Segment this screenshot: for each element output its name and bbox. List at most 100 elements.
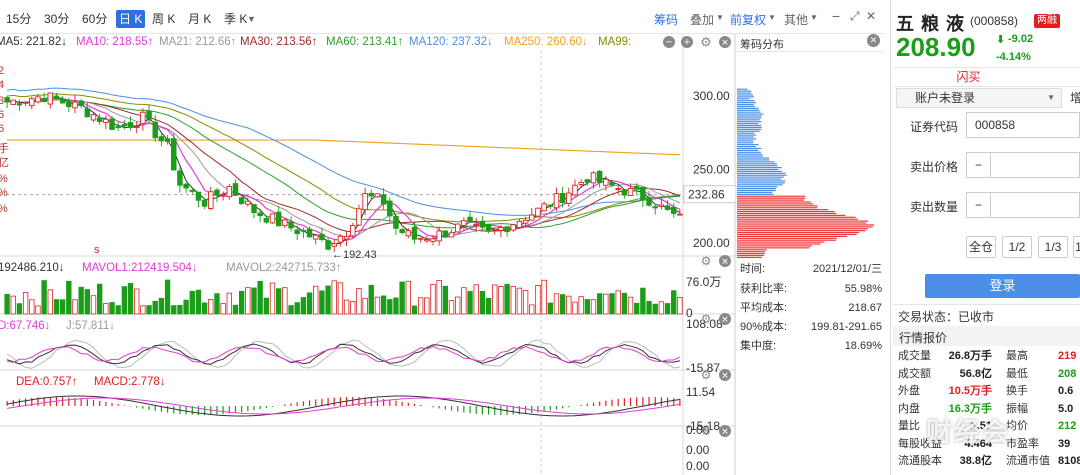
volume-bar	[374, 296, 381, 315]
volume-bar	[183, 299, 189, 315]
candle-body	[664, 205, 671, 210]
volume-bar	[214, 293, 220, 315]
volume-bar	[294, 302, 300, 315]
chip-bar	[737, 128, 762, 130]
qty-half-button[interactable]: 1/2	[1002, 236, 1032, 258]
candle-body	[208, 191, 214, 209]
kline-chart[interactable]: MA5: 221.82↓ MA10: 218.55↑ MA21: 212.66↑ MA…	[0, 34, 736, 475]
volume-bar	[275, 288, 282, 315]
close-icon: ✕	[721, 38, 729, 48]
volume-bar	[263, 297, 270, 315]
qty-all-button[interactable]: 全仓	[966, 236, 996, 258]
candle-body	[214, 189, 220, 196]
chip-bar	[737, 98, 750, 100]
candle-body	[127, 122, 134, 128]
chevron-down-icon[interactable]: ▼	[247, 14, 256, 24]
chip-panel-title: 筹码分布	[740, 39, 784, 51]
chip-info-row: 时间: 2021/12/01/三	[740, 263, 882, 275]
flash-buy-label: 闪买	[956, 70, 981, 84]
close-icon[interactable]: ✕	[866, 9, 877, 23]
chip-info-row: 集中度: 18.69%	[740, 340, 882, 352]
candle-body	[300, 229, 307, 232]
volume-bar	[658, 301, 665, 315]
close-icon[interactable]: ✕	[867, 34, 880, 47]
volume-bar	[257, 280, 263, 315]
candle-body	[245, 200, 251, 205]
candle-body	[41, 97, 47, 103]
volume-bar	[380, 295, 387, 315]
sell-qty-input[interactable]: −	[966, 192, 1080, 218]
truncated-label: 4	[0, 79, 4, 91]
chip-info-row: 90%成本: 199.81-291.65	[740, 321, 882, 333]
candle-body	[257, 212, 263, 217]
qty-third-button[interactable]: 1/3	[1038, 236, 1068, 258]
account-select[interactable]: 账户未登录 ▼	[896, 88, 1062, 108]
truncated-label: %	[0, 173, 8, 185]
volume-bar	[553, 293, 560, 315]
qty-quarter-button[interactable]: 1	[1073, 236, 1080, 258]
chip-bar	[737, 182, 785, 184]
volume-bar	[47, 289, 53, 315]
chip-bar	[737, 176, 784, 178]
candle-body	[578, 181, 584, 185]
flash-buy-tab[interactable]: 闪买	[893, 67, 1080, 87]
chip-info-row: 平均成本: 218.67	[740, 302, 882, 314]
volume-bar	[189, 290, 195, 315]
gear-icon: ⚙	[701, 254, 712, 268]
volume-bar	[127, 283, 134, 315]
candle-body	[640, 186, 646, 201]
overlay-dropdown[interactable]: 叠加	[690, 13, 715, 27]
period-quarterly[interactable]: 季 K	[224, 12, 248, 26]
candle-body	[448, 232, 455, 238]
price-marker-box	[683, 185, 736, 204]
ma-legend-item: MA60: 213.41↑	[326, 36, 403, 48]
candle-body	[195, 191, 202, 201]
decrement-button[interactable]: −	[967, 153, 991, 177]
chip-toggle-button[interactable]: 筹码	[654, 13, 679, 27]
volume-bar	[319, 290, 325, 315]
quote-value: 8108	[1058, 455, 1080, 467]
volume-bar	[220, 303, 226, 315]
volume-bar	[603, 293, 609, 315]
sell-price-input[interactable]: −	[966, 152, 1080, 178]
zoom-out-icon[interactable]: −	[832, 8, 841, 24]
candle-body	[115, 126, 121, 128]
candle-body	[652, 206, 658, 209]
candle-body	[183, 183, 189, 189]
login-button[interactable]: 登录	[925, 274, 1080, 298]
candle-body	[319, 234, 325, 240]
code-input[interactable]: 000858	[966, 112, 1080, 138]
period-daily[interactable]: 日 K	[116, 10, 146, 28]
price-axis-label: 200.00	[693, 236, 730, 250]
candle-body	[405, 230, 412, 237]
chip-bar	[737, 144, 759, 146]
volume-bar	[541, 279, 547, 315]
period-30min[interactable]: 30分	[44, 12, 70, 26]
candle-body	[374, 193, 381, 198]
chip-bar	[737, 228, 869, 230]
candle-body	[232, 183, 239, 196]
candle-body	[633, 185, 640, 190]
candle-body	[171, 138, 177, 171]
candle-body	[677, 213, 683, 216]
candle-body	[547, 204, 554, 207]
decrement-button[interactable]: −	[967, 193, 991, 217]
period-weekly[interactable]: 周 K	[152, 12, 176, 26]
chip-bar	[737, 121, 762, 123]
chip-bar	[737, 102, 756, 104]
period-60min[interactable]: 60分	[82, 12, 108, 26]
volume-bar	[485, 297, 492, 315]
stock-code: (000858)	[970, 14, 1019, 28]
period-monthly[interactable]: 月 K	[188, 12, 212, 26]
adjust-dropdown[interactable]: 前复权	[730, 13, 767, 27]
volume-bar	[535, 285, 541, 315]
expand-icon[interactable]: ⤢	[850, 9, 860, 23]
mavol1-legend: MAVOL1:212419.504↓	[82, 262, 198, 274]
candle-body	[238, 197, 245, 204]
period-15min[interactable]: 15分	[6, 12, 32, 26]
gear-icon: ⚙	[701, 312, 712, 326]
candle-body	[4, 97, 10, 103]
chip-bar	[737, 241, 825, 243]
other-dropdown[interactable]: 其他	[784, 13, 809, 27]
chip-distribution-chart	[737, 88, 875, 259]
